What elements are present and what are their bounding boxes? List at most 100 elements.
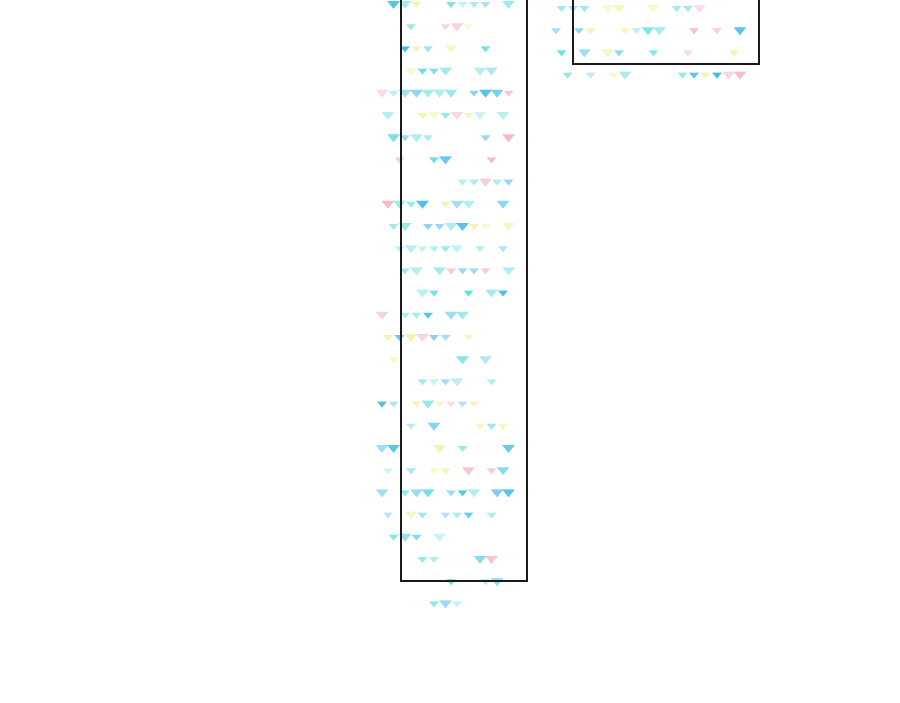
triangle [387, 134, 400, 143]
triangle [444, 311, 458, 320]
triangle [601, 5, 614, 13]
triangle [473, 556, 487, 564]
triangle [429, 379, 439, 386]
triangle [450, 112, 464, 120]
triangle [480, 224, 491, 230]
triangle [479, 178, 492, 187]
triangle [562, 72, 573, 79]
triangle [463, 335, 474, 341]
triangle [612, 5, 626, 13]
triangle [683, 6, 693, 12]
triangle [469, 268, 479, 275]
triangle [400, 46, 410, 53]
triangle [381, 200, 395, 209]
triangle [417, 246, 428, 253]
triangle [400, 312, 410, 319]
triangle [417, 512, 428, 519]
triangle [463, 113, 474, 119]
triangle [641, 27, 655, 36]
triangle [406, 201, 416, 208]
triangle [433, 533, 446, 542]
triangle [473, 67, 487, 76]
triangle [375, 489, 389, 498]
triangle [387, 445, 400, 453]
triangle [614, 50, 624, 57]
triangle [411, 401, 422, 408]
triangle [444, 223, 458, 231]
triangle [469, 401, 479, 408]
triangle [423, 135, 433, 142]
triangle [427, 112, 441, 120]
triangle [375, 89, 389, 98]
triangle [712, 28, 722, 35]
tall-frame [400, 0, 528, 582]
triangle [473, 112, 487, 120]
triangle [503, 90, 514, 97]
triangle [463, 24, 474, 31]
triangle [456, 356, 469, 365]
triangle [463, 290, 474, 297]
triangle [410, 134, 423, 143]
triangle [434, 401, 445, 408]
triangle [388, 224, 399, 230]
triangle [417, 68, 428, 75]
triangle [377, 401, 387, 408]
triangle [503, 179, 514, 186]
triangle [498, 290, 508, 297]
triangle [574, 28, 584, 35]
triangle [689, 28, 699, 35]
triangle [446, 401, 456, 408]
triangle [400, 135, 410, 142]
triangle [485, 556, 498, 564]
triangle [452, 601, 462, 608]
triangle [439, 156, 452, 165]
triangle [579, 6, 590, 12]
triangle [427, 422, 441, 431]
triangle [648, 50, 659, 57]
triangle [551, 28, 561, 35]
triangle [469, 2, 479, 8]
triangle [456, 223, 469, 231]
triangle [440, 335, 451, 341]
triangle [498, 246, 508, 253]
triangle [411, 534, 422, 541]
triangle [434, 224, 445, 230]
triangle [411, 312, 422, 319]
triangle [421, 89, 435, 98]
triangle [469, 224, 479, 230]
triangle [416, 334, 429, 342]
triangle [421, 489, 435, 498]
triangle [490, 489, 504, 498]
triangle [416, 289, 429, 298]
triangle [462, 200, 475, 209]
triangle [502, 1, 515, 9]
triangle [433, 267, 446, 276]
triangle [457, 401, 468, 408]
triangle [480, 135, 491, 142]
triangle [429, 246, 439, 253]
triangle [585, 28, 596, 35]
triangle [383, 468, 393, 475]
triangle [462, 467, 475, 476]
triangle [446, 490, 456, 497]
triangle [400, 268, 410, 275]
triangle [585, 72, 596, 79]
triangle [479, 89, 492, 98]
triangle [496, 200, 510, 209]
triangle [440, 24, 451, 31]
triangle [440, 246, 451, 253]
short-frame [572, 0, 760, 65]
triangle [450, 23, 464, 32]
triangle [456, 311, 469, 320]
triangle [486, 379, 497, 386]
triangle [457, 490, 468, 497]
triangle [502, 134, 515, 143]
triangle [429, 290, 439, 297]
triangle [429, 468, 439, 475]
triangle [620, 28, 630, 35]
triangle [496, 112, 510, 120]
triangle [404, 245, 418, 254]
triangle [693, 5, 706, 13]
